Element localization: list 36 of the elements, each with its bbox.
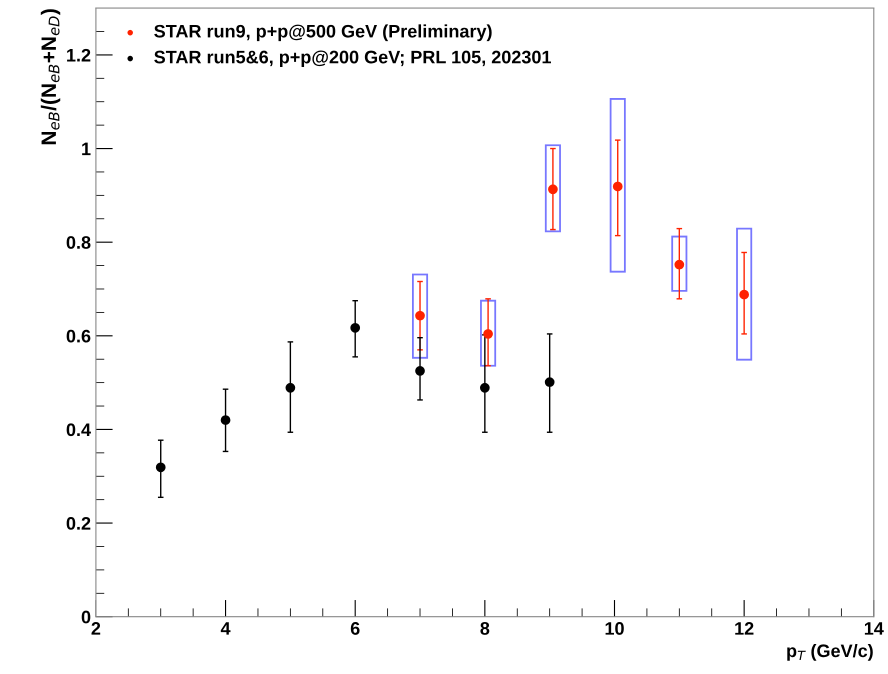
point [220,415,230,425]
point [415,366,425,376]
x-tick-label: 10 [606,622,624,635]
legend-label: STAR run9, p+p@500 GeV (Preliminary) [154,24,492,42]
point [739,290,750,300]
point [612,182,623,192]
point [548,184,558,194]
bar [610,98,626,273]
y-tick-label: 0.8 [66,236,90,249]
point [415,310,425,321]
y-axis-title: N$_{eB}$/(N$_{eB}$+N$_{eD}$) [40,9,60,144]
y-tick-label: 1.2 [67,48,90,62]
x-tick-label: 2 [92,622,100,635]
y-tick-label: 0.2 [66,517,90,530]
x-tick-label: 8 [480,622,490,635]
y-tick-label: 0.4 [66,423,91,436]
y-tick-label: 1 [82,142,91,156]
y-tick-label: 0.6 [66,330,90,343]
x-tick-label: 6 [350,622,360,635]
x-axis-title: p$_{T}$ (GeV/c) [787,644,873,661]
bar [671,236,688,292]
bar [736,228,752,361]
x-tick-label: 14 [864,622,884,635]
point [350,322,360,333]
x-tick-label: 12 [735,622,754,635]
y-tick-label: 0 [82,610,90,624]
legend-label: STAR run5&6, p+p@200 GeV; PRL 105, 202301 [154,50,551,68]
point [674,260,684,270]
x-tick-label: 4 [220,622,230,635]
point [156,462,166,472]
bar [544,144,561,232]
bar [480,300,496,367]
bar [412,274,428,359]
point [544,377,555,388]
point [286,382,296,393]
point [480,382,490,393]
